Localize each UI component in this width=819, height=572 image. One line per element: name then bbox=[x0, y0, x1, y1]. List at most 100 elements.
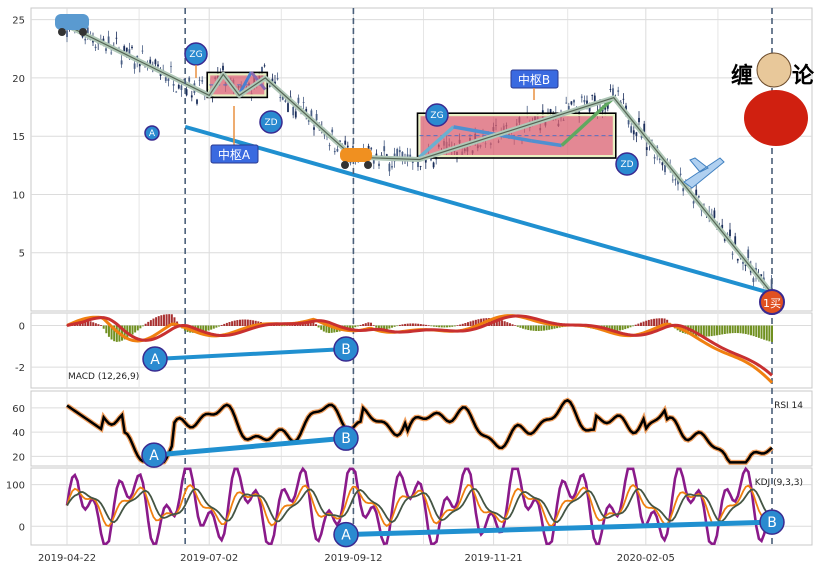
macd-bar bbox=[718, 325, 721, 335]
macd-bar bbox=[168, 314, 171, 326]
macd-bar bbox=[464, 323, 467, 326]
macd-bar bbox=[417, 323, 420, 326]
candle-body bbox=[679, 173, 682, 175]
candle-body bbox=[274, 81, 276, 85]
macd-bar bbox=[448, 325, 451, 328]
macd-bar bbox=[92, 322, 95, 326]
candle-body bbox=[593, 95, 596, 104]
macd-bar bbox=[621, 325, 624, 330]
candle-body bbox=[430, 158, 432, 161]
candle-body bbox=[385, 154, 388, 157]
hub-stroke bbox=[531, 139, 562, 148]
macd-bar bbox=[312, 321, 315, 326]
macd-bar bbox=[294, 324, 297, 326]
candle-body bbox=[664, 165, 666, 173]
candle-body bbox=[417, 161, 419, 168]
candle-body bbox=[292, 106, 295, 116]
candle-body bbox=[565, 102, 568, 104]
macd-bar bbox=[477, 319, 480, 326]
macd-bar bbox=[702, 325, 705, 337]
macd-bar bbox=[121, 325, 124, 341]
macd-bar bbox=[616, 325, 619, 331]
candle-body bbox=[310, 110, 313, 119]
macd-bar bbox=[149, 320, 152, 326]
y-tick-label: 100 bbox=[6, 481, 25, 492]
candle-body bbox=[627, 119, 630, 125]
candle-body bbox=[133, 63, 136, 69]
macd-bar bbox=[304, 322, 307, 326]
candle-body bbox=[731, 253, 734, 255]
macd-bar bbox=[456, 325, 459, 326]
macd-bar bbox=[626, 325, 629, 329]
macd-bar bbox=[364, 323, 367, 326]
candle-body bbox=[120, 60, 123, 65]
macd-bar bbox=[102, 325, 105, 329]
macd-bar bbox=[540, 325, 543, 331]
macd-bar bbox=[425, 324, 428, 326]
hub-a-label: 中枢A bbox=[218, 147, 251, 162]
macd-bar bbox=[236, 320, 239, 326]
macd-bar bbox=[660, 318, 663, 326]
macd-bar bbox=[105, 325, 108, 334]
macd-bar bbox=[736, 325, 739, 334]
macd-bar bbox=[383, 325, 386, 330]
candle-body bbox=[196, 99, 198, 104]
macd-bar bbox=[613, 325, 616, 332]
macd-bar bbox=[286, 325, 289, 326]
rsi-divergence-line bbox=[153, 435, 347, 458]
candle-body bbox=[645, 147, 648, 151]
kdj-a-marker-label: A bbox=[341, 528, 351, 544]
hub-b-label: 中枢B bbox=[518, 72, 550, 87]
macd-bar bbox=[231, 321, 234, 326]
macd-bar bbox=[653, 318, 656, 326]
macd-bar bbox=[115, 325, 118, 342]
candle-body bbox=[378, 163, 380, 166]
macd-bar bbox=[131, 325, 134, 335]
macd-bar bbox=[548, 325, 551, 330]
macd-bar bbox=[726, 325, 729, 334]
macd-bar bbox=[694, 325, 697, 337]
macd-bar bbox=[212, 325, 215, 329]
macd-bar bbox=[275, 325, 278, 326]
hub-stroke bbox=[237, 71, 253, 95]
macd-bar bbox=[144, 323, 147, 326]
macd-bar bbox=[136, 325, 139, 331]
candle-body bbox=[131, 46, 133, 49]
macd-bar bbox=[495, 318, 498, 326]
trend-line bbox=[66, 24, 773, 294]
candle-body bbox=[141, 50, 144, 52]
candle-body bbox=[635, 132, 638, 136]
hub-b-zd-marker-label: ZD bbox=[620, 160, 633, 170]
macd-bar bbox=[508, 323, 511, 326]
macd-bar bbox=[328, 325, 331, 334]
macd-bar bbox=[351, 325, 354, 329]
candle-body bbox=[94, 46, 97, 49]
macd-bar bbox=[637, 323, 640, 326]
macd-bar bbox=[228, 322, 231, 326]
candle-body bbox=[154, 59, 157, 65]
candle-body bbox=[729, 229, 731, 237]
macd-bar bbox=[280, 325, 283, 327]
macd-b-marker bbox=[333, 336, 359, 362]
rsi-b-marker bbox=[333, 425, 359, 451]
candle-body bbox=[432, 162, 435, 168]
macd-a-marker bbox=[142, 346, 168, 372]
candle-body bbox=[157, 64, 159, 67]
hub-a-zg-marker-label: ZG bbox=[189, 50, 202, 60]
candle-body bbox=[307, 119, 310, 122]
candle-body bbox=[752, 278, 755, 283]
macd-bar bbox=[404, 323, 407, 326]
kdj-d-line bbox=[66, 487, 773, 524]
y-tick-label: 5 bbox=[19, 249, 25, 260]
hub-b-zg-marker bbox=[425, 103, 449, 127]
candle-body bbox=[612, 88, 614, 96]
macd-bar bbox=[330, 325, 333, 333]
rsi-a-marker bbox=[141, 442, 167, 468]
candle-body bbox=[658, 158, 661, 160]
macd-bar bbox=[647, 319, 650, 326]
macd-bar bbox=[516, 325, 519, 327]
macd-bar bbox=[320, 325, 323, 330]
macd-bar bbox=[461, 323, 464, 326]
candle-body bbox=[380, 155, 383, 156]
candle-body bbox=[84, 38, 87, 41]
